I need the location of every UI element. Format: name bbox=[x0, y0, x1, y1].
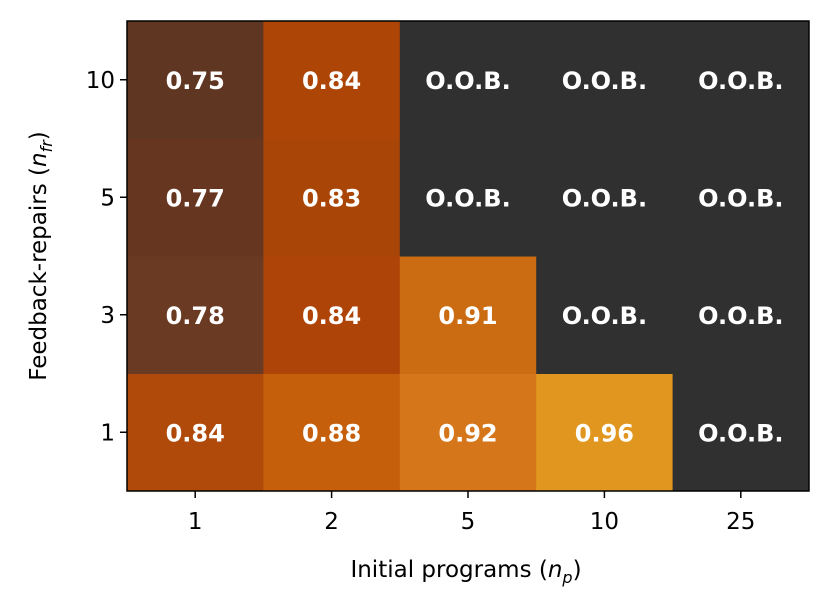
cell-value-label: O.O.B. bbox=[425, 184, 510, 212]
heatmap-cell bbox=[263, 256, 401, 374]
heatmap-cell bbox=[672, 138, 810, 257]
heatmap-cell bbox=[127, 256, 264, 374]
cell-value-label: O.O.B. bbox=[698, 419, 783, 447]
cell-value-label: 0.84 bbox=[302, 302, 361, 330]
heatmap-cell bbox=[536, 256, 674, 374]
cell-value-label: 0.77 bbox=[166, 184, 225, 212]
x-axis-label: Initial programs (np) bbox=[350, 557, 581, 587]
cell-value-label: 0.96 bbox=[575, 419, 634, 447]
cell-value-label: O.O.B. bbox=[698, 184, 783, 212]
cell-value-label: 0.78 bbox=[166, 302, 225, 330]
cell-value-label: O.O.B. bbox=[562, 67, 647, 95]
heatmap-cell bbox=[399, 256, 537, 374]
heatmap-cell bbox=[536, 373, 674, 492]
y-tick-label: 3 bbox=[100, 303, 115, 329]
cell-value-label: 0.91 bbox=[438, 302, 497, 330]
y-tick-label: 1 bbox=[100, 420, 115, 446]
heatmap-cell bbox=[263, 21, 401, 139]
cell-value-label: O.O.B. bbox=[562, 184, 647, 212]
heatmap-cell bbox=[399, 21, 537, 139]
heatmap-cell bbox=[672, 21, 810, 139]
x-tick-label: 2 bbox=[324, 509, 339, 535]
cell-value-label: 0.84 bbox=[302, 67, 361, 95]
heatmap-cell bbox=[399, 373, 537, 492]
heatmap-cell bbox=[672, 256, 810, 374]
cell-value-label: 0.88 bbox=[302, 419, 361, 447]
heatmap-cell bbox=[127, 373, 264, 492]
cell-value-label: O.O.B. bbox=[698, 302, 783, 330]
heatmap-cell bbox=[263, 373, 401, 492]
heatmap-cells: 0.84 0.88 0.92 0.96 O.O.B. 0.78 0.84 0.91 O.O.B.… bbox=[127, 21, 810, 492]
heatmap-cell bbox=[127, 21, 264, 139]
cell-value-label: 0.92 bbox=[438, 419, 497, 447]
heatmap-cell bbox=[263, 138, 401, 257]
heatmap-cell bbox=[536, 138, 674, 257]
heatmap-cell bbox=[672, 373, 810, 492]
x-tick-label: 1 bbox=[188, 509, 203, 535]
y-tick-label: 5 bbox=[100, 185, 115, 211]
heatmap-cell bbox=[399, 138, 537, 257]
heatmap-cell bbox=[127, 138, 264, 257]
heatmap-cell bbox=[536, 21, 674, 139]
x-tick-label: 10 bbox=[590, 509, 619, 535]
cell-value-label: O.O.B. bbox=[562, 302, 647, 330]
cell-value-label: 0.75 bbox=[166, 67, 225, 95]
cell-value-label: 0.83 bbox=[302, 184, 361, 212]
cell-value-label: 0.84 bbox=[166, 419, 225, 447]
y-tick-label: 10 bbox=[86, 68, 115, 94]
cell-value-label: O.O.B. bbox=[698, 67, 783, 95]
y-axis-label: Feedback-repairs (nfr) bbox=[26, 131, 56, 381]
x-tick-label: 5 bbox=[461, 509, 476, 535]
x-tick-label: 25 bbox=[726, 509, 755, 535]
cell-value-label: O.O.B. bbox=[425, 67, 510, 95]
